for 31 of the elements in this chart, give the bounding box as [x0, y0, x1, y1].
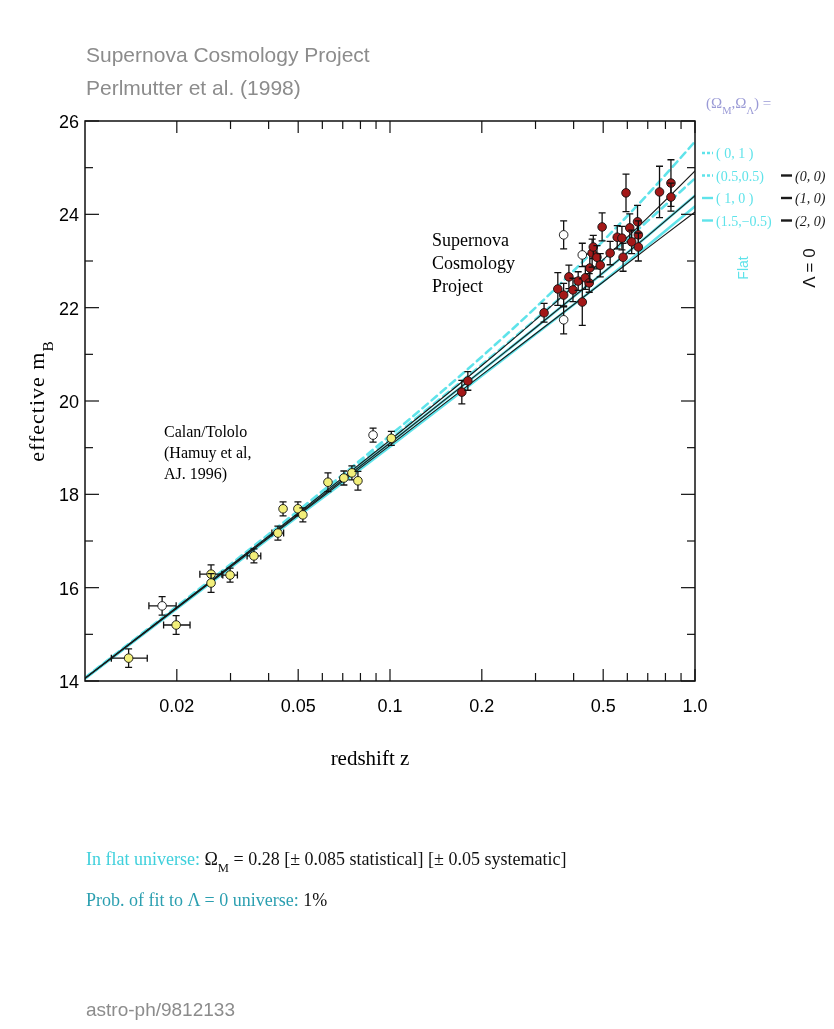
annotation: Supernova Cosmology Project — [432, 230, 516, 296]
text: Λ = 0 — [800, 248, 819, 288]
y-tick-label: 18 — [58, 485, 79, 506]
legend-label: (1, 0) — [795, 191, 826, 207]
x-tick-label: 0.1 — [377, 696, 403, 716]
x-tick-label: 0.02 — [159, 696, 195, 716]
text: Prob. of fit to Λ = 0 universe: 1% — [86, 890, 328, 910]
legend-label: (0.5,0.5) — [716, 168, 765, 185]
x-tick-label: 0.5 — [590, 696, 616, 716]
legend-label: (1.5,−0.5) — [716, 213, 773, 230]
text: Flat — [735, 256, 751, 280]
legend-label: (0, 0) — [795, 168, 826, 185]
text: astro-ph/9812133 — [86, 999, 235, 1020]
legend-label: (2, 0) — [795, 213, 826, 230]
y-tick-label: 14 — [58, 672, 79, 692]
x-tick-label: 0.2 — [469, 696, 495, 716]
y-tick-label: 20 — [58, 392, 79, 412]
chart-title: Supernova Cosmology Project — [86, 43, 370, 66]
legend-label: ( 1, 0 ) — [716, 191, 754, 207]
legend-label: ( 0, 1 ) — [716, 146, 754, 162]
chart-subtitle: Perlmutter et al. (1998) — [86, 76, 301, 99]
y-tick-label: 16 — [58, 578, 79, 599]
y-tick-label: 26 — [58, 112, 79, 132]
annotation: Calan/Tololo (Hamuy et al, AJ. 1996) — [164, 423, 252, 483]
y-tick-label: 24 — [58, 205, 79, 226]
x-tick-label: 1.0 — [682, 696, 708, 716]
legend-title: (Ω$_{M}$,Ω$_{Λ}$) = — [706, 95, 772, 116]
x-axis-title: redshift z — [330, 746, 410, 770]
x-tick-label: 0.05 — [280, 696, 316, 716]
text: In flat universe: Ω$_{M}$ = 0.28 [± 0.085 statistical] [± 0.05 systematic] — [86, 849, 567, 875]
y-tick-label: 22 — [58, 298, 79, 319]
